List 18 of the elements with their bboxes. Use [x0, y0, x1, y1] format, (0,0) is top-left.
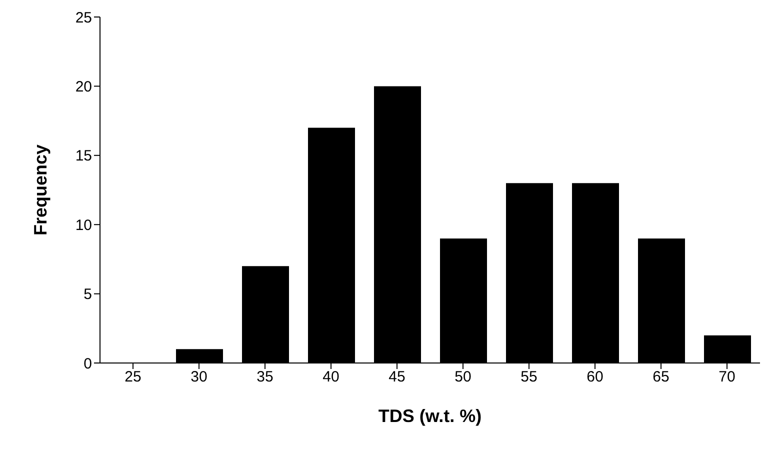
y-tick-label: 20: [75, 78, 92, 96]
x-tick-label: 70: [718, 368, 736, 386]
x-tick-label: 25: [124, 368, 142, 386]
y-tick-label: 5: [84, 286, 92, 304]
y-tick-label: 10: [75, 216, 92, 234]
x-tick-label: 65: [652, 368, 670, 386]
x-tick-label: 45: [388, 368, 406, 386]
x-axis-title: TDS (w.t. %): [378, 406, 482, 426]
x-tick-label: 30: [190, 368, 208, 386]
x-tick-label: 60: [586, 368, 604, 386]
x-tick-label: 40: [322, 368, 340, 386]
y-axis-title: Frequency: [30, 144, 50, 236]
y-tick-label: 15: [75, 148, 92, 165]
y-tick-label: 25: [75, 9, 92, 26]
y-tick-label: 0: [84, 355, 92, 372]
x-tick-label: 50: [454, 368, 472, 386]
x-tick-label: 35: [256, 368, 274, 386]
x-tick-label: 55: [520, 368, 538, 386]
